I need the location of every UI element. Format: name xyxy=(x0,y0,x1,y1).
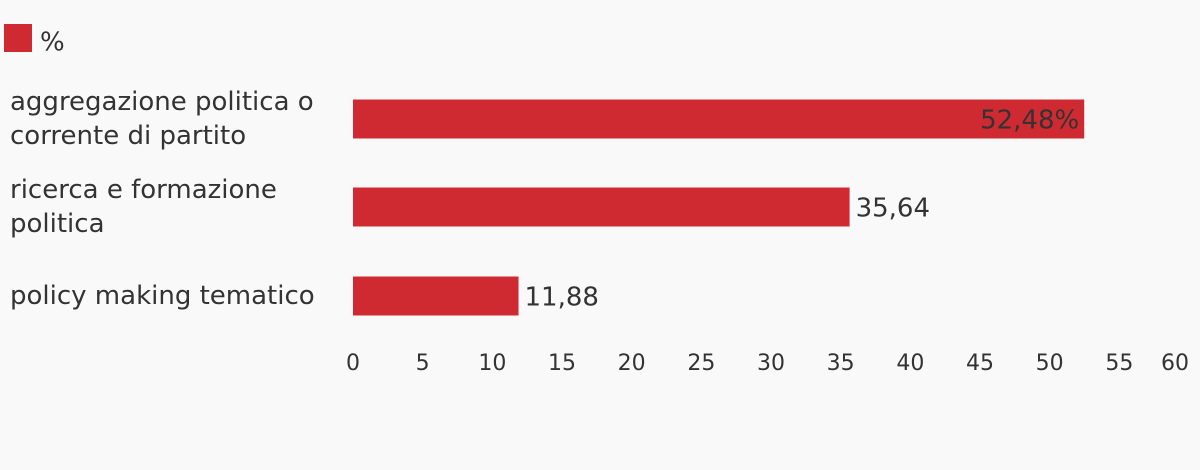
legend-swatch xyxy=(4,24,32,52)
bar xyxy=(353,187,850,227)
x-tick-label: 20 xyxy=(618,351,646,376)
legend-label: % xyxy=(40,28,65,58)
bar xyxy=(353,99,1085,139)
x-tick-label: 15 xyxy=(548,351,576,376)
value-label: 35,64 xyxy=(856,194,930,224)
x-tick-label: 60 xyxy=(1161,351,1189,376)
x-tick-label: 45 xyxy=(966,351,994,376)
y-tick-label: policy making tematico xyxy=(10,281,315,311)
x-tick-label: 35 xyxy=(827,351,855,376)
x-tick-label: 10 xyxy=(478,351,506,376)
y-tick-label: ricerca e formazione politica xyxy=(10,175,277,239)
x-tick-label: 5 xyxy=(416,351,430,376)
value-label: 11,88 xyxy=(525,283,599,313)
x-tick-label: 50 xyxy=(1036,351,1064,376)
x-tick-label: 25 xyxy=(687,351,715,376)
value-label: 52,48% xyxy=(980,106,1079,136)
bar xyxy=(353,276,519,316)
x-tick-label: 30 xyxy=(757,351,785,376)
x-tick-label: 0 xyxy=(346,351,360,376)
x-tick-label: 55 xyxy=(1105,351,1133,376)
x-tick-label: 40 xyxy=(896,351,924,376)
y-tick-label: aggregazione politica o corrente di part… xyxy=(10,87,314,151)
